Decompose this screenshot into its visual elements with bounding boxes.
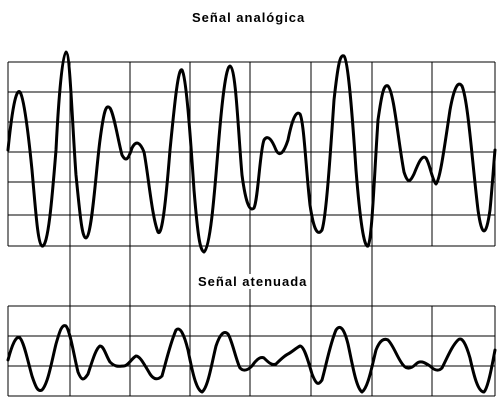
attenuated-signal-wave — [6, 324, 497, 394]
analog-signal-title: Señal analógica — [192, 10, 306, 25]
analog-signal-wave — [6, 50, 497, 254]
grid-bottom — [7, 246, 496, 397]
attenuated-signal-title: Señal atenuada — [196, 274, 310, 289]
